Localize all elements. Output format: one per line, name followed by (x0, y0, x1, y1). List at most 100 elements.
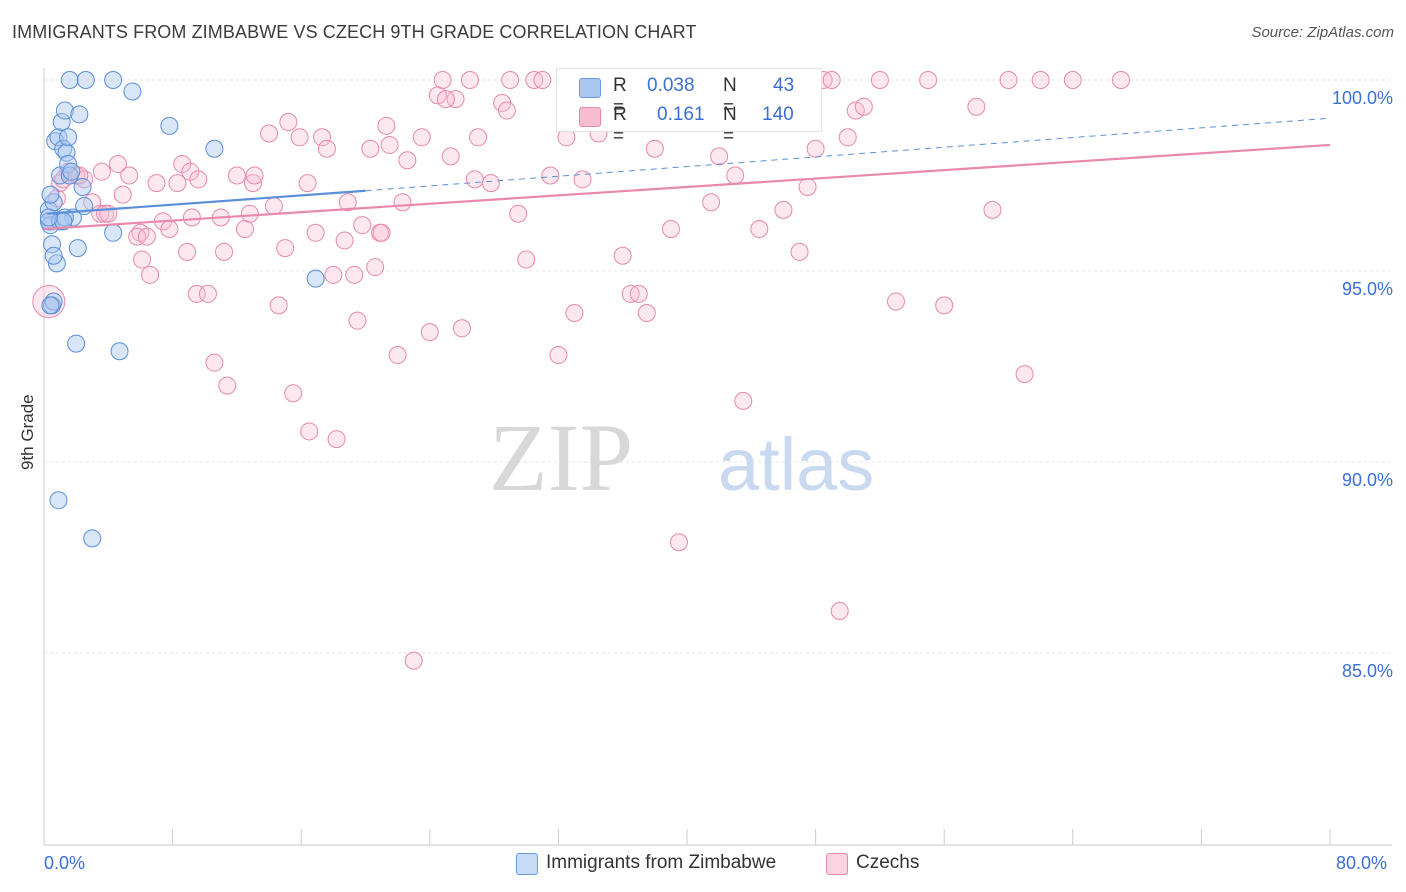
point-czechs (669, 533, 688, 552)
point-czechs (509, 204, 528, 223)
point-czechs (774, 200, 793, 219)
point-czechs (967, 97, 986, 116)
point-czechs (565, 304, 584, 323)
point-czechs (306, 223, 325, 242)
point-czechs (218, 376, 237, 395)
series-legend: Immigrants from Zimbabwe Czechs (0, 850, 1406, 880)
point-czechs (404, 651, 423, 670)
y-tick-labels: 85.0% 90.0% 95.0% 100.0% (1332, 88, 1393, 681)
point-czechs (141, 265, 160, 284)
point-czechs (361, 139, 380, 158)
point-zimbabwe (306, 269, 325, 288)
point-czechs (702, 193, 721, 212)
point-czechs (128, 227, 147, 246)
point-zimbabwe (43, 235, 62, 254)
point-czechs (205, 353, 224, 372)
point-czechs (108, 155, 127, 174)
point-czechs (215, 242, 234, 261)
point-czechs (133, 250, 152, 269)
legend-label-czechs: Czechs (856, 852, 920, 873)
point-zimbabwe (160, 116, 179, 135)
legend-swatch-zimbabwe (516, 853, 538, 875)
point-zimbabwe (55, 101, 74, 120)
point-czechs (260, 124, 279, 143)
point-czechs (338, 193, 357, 212)
stats-legend: R = 0.038 N = 43 R = 0.161 N = 140 (556, 68, 822, 147)
point-czechs (412, 128, 431, 147)
point-czechs (348, 311, 367, 330)
point-czechs (433, 71, 452, 89)
point-czechs (393, 193, 412, 212)
trend-line-czechs (43, 143, 1331, 231)
point-zimbabwe (83, 529, 102, 548)
point-czechs (388, 346, 407, 365)
point-zimbabwe (44, 246, 63, 265)
point-czechs (919, 71, 938, 89)
point-czechs (335, 231, 354, 250)
point-czechs (806, 139, 825, 158)
point-czechs (798, 177, 817, 196)
point-czechs (573, 170, 592, 189)
point-czechs (645, 139, 664, 158)
point-czechs (327, 430, 346, 449)
legend-n-label: N = (723, 104, 737, 147)
point-czechs (637, 304, 656, 323)
point-czechs (227, 166, 246, 185)
point-czechs (501, 71, 520, 89)
point-czechs (298, 174, 317, 193)
legend-swatch-czechs (826, 853, 848, 875)
point-czechs (497, 101, 516, 120)
point-czechs (353, 216, 372, 235)
point-czechs (436, 90, 455, 109)
point-zimbabwe (123, 82, 142, 101)
point-czechs (870, 71, 889, 89)
point-czechs (549, 346, 568, 365)
point-czechs (324, 265, 343, 284)
point-czechs (264, 197, 283, 216)
point-czechs (1015, 365, 1034, 384)
point-czechs (790, 242, 809, 261)
point-czechs (1031, 71, 1050, 89)
grid (44, 79, 1390, 654)
y-tick-label-90: 90.0% (1342, 470, 1393, 490)
trend-line-zimbabwe (47, 189, 366, 215)
point-czechs (279, 113, 298, 132)
point-zimbabwe (62, 162, 81, 181)
point-czechs (1112, 71, 1131, 89)
point-czechs (377, 116, 396, 135)
point-czechs (886, 292, 905, 311)
point-zimbabwe (110, 342, 129, 361)
point-czechs (710, 147, 729, 166)
trend-lines (43, 117, 1331, 231)
point-czechs (160, 219, 179, 238)
point-czechs (300, 422, 319, 441)
point-zimbabwe (57, 143, 76, 162)
point-czechs (290, 128, 309, 147)
point-czechs (178, 242, 197, 261)
point-czechs (750, 219, 769, 238)
point-czechs (541, 166, 560, 185)
point-czechs (983, 200, 1002, 219)
point-czechs (420, 323, 439, 342)
x-tick-label-max: 80.0% (1336, 853, 1388, 873)
point-czechs (137, 227, 156, 246)
point-czechs (999, 71, 1018, 89)
legend-n-label: N = (723, 75, 737, 118)
point-czechs (345, 265, 364, 284)
point-zimbabwe (60, 71, 79, 89)
point-czechs (372, 223, 391, 242)
point-zimbabwe (49, 491, 68, 510)
watermark-zip: ZIP (489, 404, 633, 511)
legend-label-zimbabwe: Immigrants from Zimbabwe (546, 852, 777, 873)
point-czechs (398, 151, 417, 170)
point-czechs (276, 239, 295, 258)
point-czechs (854, 97, 873, 116)
point-zimbabwe (104, 71, 123, 89)
point-czechs (465, 170, 484, 189)
legend-n-value: 140 (762, 104, 794, 125)
point-czechs (726, 166, 745, 185)
point-czechs (92, 162, 111, 181)
point-zimbabwe (41, 296, 60, 315)
point-zimbabwe (49, 128, 68, 147)
